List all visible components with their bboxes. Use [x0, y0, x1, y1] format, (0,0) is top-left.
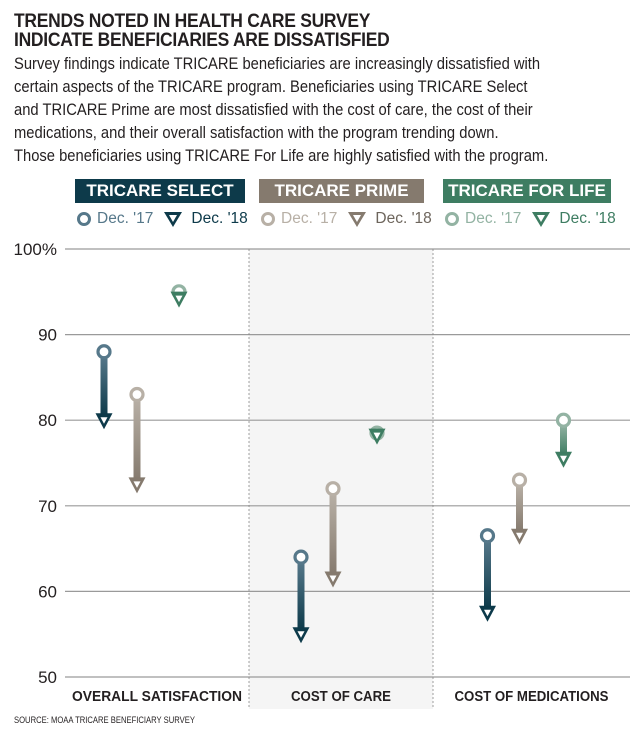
dec18-marker-inner — [329, 575, 337, 583]
data-point-group — [128, 386, 146, 494]
dec17-marker — [129, 386, 145, 403]
legend-label-dec18: Dec. '18 — [559, 210, 616, 227]
y-tick-label: 90 — [38, 326, 57, 345]
dec17-marker — [511, 472, 528, 488]
data-point-group — [95, 344, 113, 430]
title-line-1: TRENDS NOTED IN HEALTH CARE SURVEY — [14, 11, 371, 32]
chart-description: Survey findings indicate TRICARE benefic… — [14, 53, 590, 168]
data-point-group — [511, 472, 528, 545]
dec17-marker — [555, 412, 572, 428]
triangle-down-icon — [164, 212, 183, 227]
legend-marker-row: Dec. '17 Dec. '18 — [444, 209, 616, 229]
data-point-group — [324, 481, 342, 588]
legend-label-dec17: Dec. '17 — [97, 210, 154, 227]
dec18-marker-inner — [560, 455, 567, 463]
y-tick-label: 60 — [38, 582, 57, 601]
dec18-marker-inner — [373, 432, 381, 440]
legend-label-dec18: Dec. '18 — [191, 210, 248, 227]
description-line: Survey findings indicate TRICARE benefic… — [14, 55, 541, 73]
triangle-down-icon — [532, 212, 551, 227]
change-arrow-shaft — [560, 424, 567, 455]
legend-marker-row: Dec. '17 Dec. '18 — [76, 209, 248, 229]
change-arrow-shaft — [516, 484, 523, 532]
description-line: and TRICARE Prime are most dissatisfied … — [14, 101, 533, 119]
description-line: certain aspects of the TRICARE program. … — [14, 78, 528, 96]
data-point-group — [292, 549, 310, 644]
data-point-group — [170, 284, 188, 308]
dec18-marker-inner — [175, 295, 183, 303]
circle-icon — [77, 212, 91, 226]
circle-icon — [261, 212, 275, 226]
data-point-group — [479, 528, 496, 622]
dec17-marker — [96, 344, 112, 360]
y-tick-label: 80 — [38, 411, 57, 430]
panel-shade — [249, 249, 433, 709]
title-line-2: INDICATE BENEFICIARIES ARE DISSATISFIED — [14, 30, 390, 51]
legend-label-dec17: Dec. '17 — [465, 210, 522, 227]
triangle-down-icon — [348, 212, 367, 227]
dec18-marker-inner — [297, 631, 305, 638]
dec18-marker-inner — [484, 609, 491, 617]
legend-label-dec18: Dec. '18 — [375, 210, 432, 227]
dec18-marker-inner — [100, 417, 108, 424]
source-note: SOURCE: MOAA TRICARE BENEFICIARY SURVEY — [14, 715, 195, 725]
dec17-marker — [479, 528, 496, 544]
chart-title: TRENDS NOTED IN HEALTH CARE SURVEY INDIC… — [14, 11, 390, 51]
legend-label-dec17: Dec. '17 — [281, 210, 338, 227]
change-arrow-shaft — [133, 398, 141, 481]
change-arrow-shaft — [100, 355, 108, 417]
dec18-marker-inner — [516, 532, 523, 540]
change-arrow-shaft — [297, 561, 305, 631]
dec17-marker — [325, 481, 341, 497]
y-tick-label: 70 — [38, 497, 57, 516]
legend-badge: TRICARE FOR LIFE — [443, 179, 611, 203]
y-tick-label: 100% — [14, 240, 57, 259]
x-category-label: COST OF CARE — [291, 689, 391, 705]
change-arrow-shaft — [329, 492, 337, 575]
dec17-marker — [293, 549, 309, 565]
description-line: Those beneficiaries using TRICARE For Li… — [14, 147, 549, 165]
legend-marker-row: Dec. '17 Dec. '18 — [260, 209, 432, 229]
x-category-label: OVERALL SATISFACTION — [72, 689, 242, 705]
data-point-group — [555, 412, 572, 468]
data-point-group — [368, 425, 386, 445]
description-line: medications, and their overall satisfact… — [14, 124, 499, 142]
circle-icon — [445, 212, 459, 226]
legend-badge: TRICARE PRIME — [259, 179, 424, 203]
dec18-marker-inner — [133, 481, 141, 488]
change-arrow-shaft — [484, 539, 491, 609]
y-tick-label: 50 — [38, 668, 57, 687]
x-category-label: COST OF MEDICATIONS — [455, 689, 609, 705]
legend-badge: TRICARE SELECT — [75, 179, 245, 203]
